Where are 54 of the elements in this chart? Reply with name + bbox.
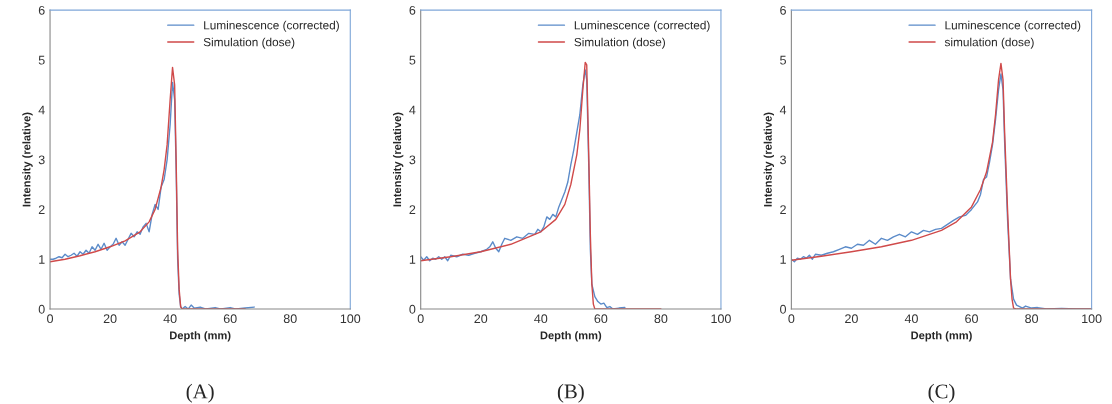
- x-tick-label: 100: [340, 314, 361, 324]
- text: (B): [557, 383, 584, 403]
- y-tick-label: 3: [38, 155, 45, 165]
- x-tick-label: 80: [1025, 314, 1039, 324]
- y-tick-label: 0: [409, 304, 416, 314]
- y-tick-label: 3: [409, 155, 416, 165]
- x-tick-label: 20: [845, 314, 858, 324]
- y-tick-label: 2: [780, 205, 786, 214]
- text: (C): [928, 383, 955, 403]
- x-axis-title: Depth (mm): [911, 331, 972, 342]
- y-axis-title: Intensity (relative): [392, 112, 404, 207]
- x-tick-label: 0: [47, 314, 54, 324]
- y-tick-label: 1: [409, 255, 416, 264]
- x-axis-title: Depth (mm): [540, 331, 602, 342]
- legend-label: Simulation (dose): [203, 37, 295, 49]
- y-axis-title: Intensity (relative): [22, 112, 33, 207]
- legend-label: Simulation (dose): [574, 37, 665, 49]
- y-tick-label: 3: [780, 155, 786, 165]
- x-tick-label: 80: [283, 314, 297, 324]
- y-tick-label: 1: [39, 255, 45, 264]
- legend-label: Luminescence (corrected): [945, 20, 1081, 32]
- x-tick-label: 100: [711, 314, 731, 324]
- x-tick-label: 20: [103, 314, 117, 324]
- x-tick-label: 60: [965, 314, 978, 324]
- x-tick-label: 60: [594, 314, 608, 324]
- text: (A): [186, 383, 214, 403]
- x-tick-label: 40: [904, 314, 918, 324]
- x-tick-label: 40: [534, 314, 548, 324]
- legend-label: Luminescence (corrected): [574, 20, 710, 32]
- y-tick-label: 4: [779, 105, 787, 115]
- y-tick-label: 5: [38, 55, 45, 65]
- x-tick-label: 60: [223, 314, 237, 324]
- y-tick-label: 0: [780, 304, 787, 314]
- x-tick-label: 0: [788, 314, 795, 324]
- y-tick-label: 6: [38, 5, 45, 15]
- y-tick-label: 5: [780, 55, 786, 65]
- y-tick-label: 5: [409, 55, 416, 65]
- legend-label: Luminescence (corrected): [204, 20, 339, 32]
- y-tick-label: 6: [780, 5, 786, 15]
- y-tick-label: 1: [780, 255, 786, 264]
- x-axis-title: Depth (mm): [170, 331, 231, 342]
- x-tick-label: 100: [1082, 314, 1102, 324]
- x-tick-label: 40: [163, 314, 177, 324]
- x-tick-label: 80: [654, 314, 668, 324]
- y-tick-label: 2: [409, 205, 416, 214]
- y-tick-label: 4: [409, 105, 416, 115]
- y-tick-label: 0: [38, 304, 45, 314]
- x-tick-label: 20: [474, 314, 488, 324]
- y-tick-label: 6: [409, 5, 416, 15]
- x-tick-label: 0: [417, 314, 424, 324]
- y-tick-label: 4: [38, 105, 45, 115]
- y-tick-label: 2: [38, 205, 45, 214]
- y-axis-title: Intensity (relative): [763, 112, 775, 207]
- legend-label: simulation (dose): [944, 37, 1034, 49]
